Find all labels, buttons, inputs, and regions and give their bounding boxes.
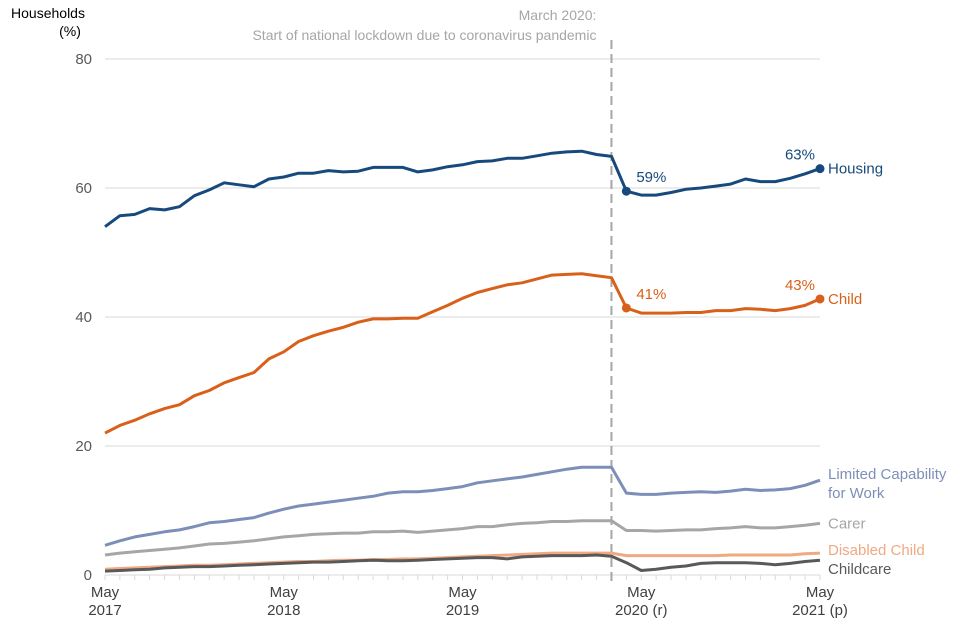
data-label: 59% <box>636 169 666 186</box>
series-label: for Work <box>828 485 885 502</box>
x-tick-label: 2020 (r) <box>615 602 668 619</box>
series-line-carer <box>104 519 821 557</box>
x-tick-label: 2019 <box>446 602 479 619</box>
y-tick-label: 60 <box>75 180 92 197</box>
x-tick-label: 2017 <box>88 602 121 619</box>
data-label: 63% <box>785 147 815 164</box>
x-tick-label: May <box>91 584 120 601</box>
series-line-limited-capability-for-work <box>104 465 821 547</box>
annotation-text: March 2020: <box>519 7 597 23</box>
gridlines <box>105 58 820 447</box>
data-point-marker <box>815 164 825 174</box>
series-label: Housing <box>828 161 883 178</box>
data-label: 43% <box>785 277 815 294</box>
series-label: Childcare <box>828 561 891 578</box>
x-tick-label: May <box>448 584 477 601</box>
y-axis-label: Households <box>11 5 85 21</box>
series-line-child <box>104 272 821 435</box>
y-tick-label: 40 <box>75 309 92 326</box>
x-tick-label: May <box>270 584 299 601</box>
x-tick-label: 2018 <box>267 602 300 619</box>
y-tick-label: 80 <box>75 51 92 68</box>
data-point-marker <box>621 186 631 196</box>
series-line-housing <box>104 149 821 228</box>
data-point-marker <box>621 303 631 313</box>
lockdown-annotation: March 2020: Start of national lockdown du… <box>252 7 613 585</box>
series-lines <box>104 149 825 573</box>
y-axis-label: (%) <box>59 23 81 39</box>
series-label: Limited Capability <box>828 466 947 483</box>
y-tick-label: 0 <box>84 567 92 584</box>
series-label: Child <box>828 291 862 308</box>
y-axis: 0 20 40 60 80 Households (%) <box>11 5 92 584</box>
y-tick-label: 20 <box>75 438 92 455</box>
data-label: 41% <box>636 286 666 303</box>
x-tick-label: May <box>627 584 656 601</box>
x-tick-label: 2021 (p) <box>792 602 848 619</box>
data-point-marker <box>815 294 825 304</box>
series-label: Disabled Child <box>828 542 925 559</box>
series-labels: Housing 59% 63% Child 41% 43% Limited Capabili… <box>636 147 947 578</box>
annotation-text: Start of national lockdown due to corona… <box>252 27 596 43</box>
x-tick-label: May <box>806 584 835 601</box>
series-line-childcare <box>104 553 821 573</box>
series-label: Carer <box>828 515 866 532</box>
